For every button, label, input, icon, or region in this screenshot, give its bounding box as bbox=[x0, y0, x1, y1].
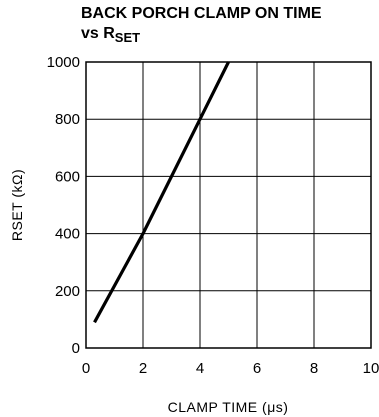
x-tick-label: 6 bbox=[253, 360, 261, 377]
x-axis-label: CLAMP TIME (μs) bbox=[168, 399, 289, 415]
title-prefix: vs R bbox=[81, 25, 115, 42]
x-tick-label: 0 bbox=[82, 360, 90, 377]
y-tick-label: 1000 bbox=[47, 54, 80, 71]
x-tick-label: 4 bbox=[196, 360, 204, 377]
y-axis-label: RSET (kΩ) bbox=[9, 169, 25, 241]
y-tick-labels: 0 200 400 600 800 1000 bbox=[47, 54, 80, 357]
x-tick-label: 2 bbox=[139, 360, 147, 377]
x-tick-labels: 0 2 4 6 8 10 bbox=[82, 360, 379, 377]
x-tick-label: 8 bbox=[310, 360, 318, 377]
y-tick-label: 800 bbox=[55, 111, 80, 128]
series-line bbox=[93, 61, 230, 324]
y-tick-label: 0 bbox=[72, 340, 80, 357]
chart-title: BACK PORCH CLAMP ON TIME vs RSET bbox=[81, 4, 322, 48]
grid-lines bbox=[86, 62, 371, 348]
title-subscript: SET bbox=[114, 30, 141, 45]
title-line-1: BACK PORCH CLAMP ON TIME bbox=[81, 5, 322, 22]
y-tick-label: 400 bbox=[55, 226, 80, 243]
series-group bbox=[93, 61, 230, 324]
x-tick-label: 10 bbox=[363, 360, 379, 377]
title-line-2: vs RSET bbox=[81, 24, 322, 48]
y-tick-label: 600 bbox=[55, 168, 80, 185]
plot-frame bbox=[85, 61, 372, 349]
y-tick-label: 200 bbox=[55, 283, 80, 300]
